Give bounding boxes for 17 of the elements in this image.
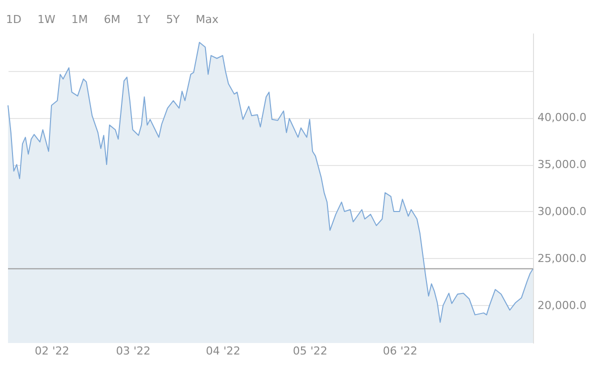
x-tick-label: 05 '22 xyxy=(292,344,328,358)
x-tick-label: 02 '22 xyxy=(34,344,70,358)
y-tick-label: 40,000.0 xyxy=(538,111,586,124)
text: 1Y xyxy=(136,13,150,26)
y-tick-label: 35,000.0 xyxy=(538,158,586,172)
y-tick-label: 20,000.0 xyxy=(538,298,586,312)
x-tick-label: 03 '22 xyxy=(116,344,150,358)
y-tick-label: 30,000.0 xyxy=(538,204,586,218)
text: 1M xyxy=(71,13,88,26)
y-tick-label: 25,000.0 xyxy=(538,252,586,265)
text: Max xyxy=(196,13,219,26)
text: 5Y xyxy=(166,13,180,26)
text: 1W xyxy=(37,13,56,26)
x-tick-label: 06 '22 xyxy=(382,344,418,358)
text: 6M xyxy=(104,13,120,26)
x-tick-label: 04 '22 xyxy=(206,344,240,358)
text: 1D xyxy=(6,13,22,26)
